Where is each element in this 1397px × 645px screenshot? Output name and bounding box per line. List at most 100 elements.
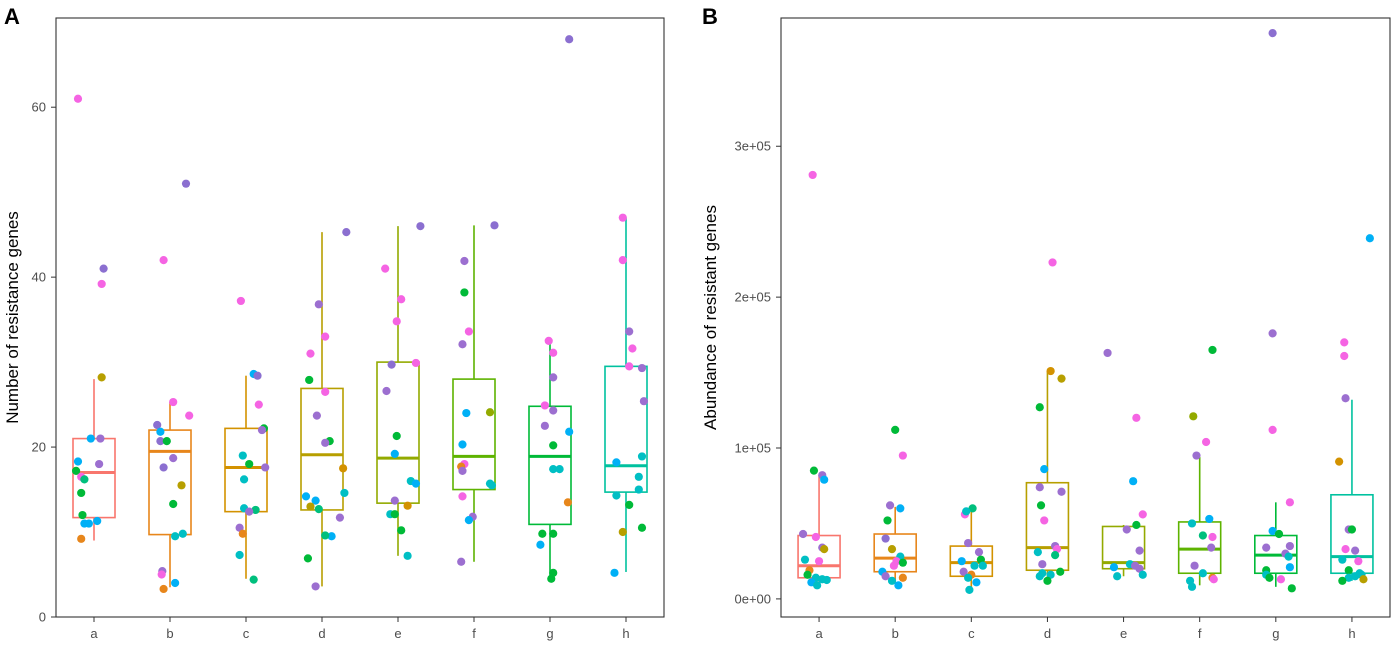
data-point [73,94,83,103]
data-point [1268,329,1277,338]
data-point [340,488,349,498]
y-axis-title: Abundance of resistant genes [701,205,720,430]
data-point [549,348,558,357]
x-tick-label: e [394,626,401,641]
data-point [1056,567,1065,576]
data-point [390,496,399,505]
data-point [1038,560,1047,569]
data-point [303,554,313,563]
data-point [898,451,907,460]
x-tick-label: d [1044,626,1051,641]
data-point [159,584,168,594]
data-point [458,466,467,475]
data-point [257,425,267,435]
data-point [1113,572,1122,581]
data-point [156,437,165,446]
data-point [462,408,471,418]
data-point [1040,516,1049,525]
data-point [460,256,469,266]
box-iqr [873,533,917,573]
data-point [306,349,315,358]
box-d [1025,371,1070,581]
data-point [460,288,469,297]
data-point [1285,563,1294,572]
data-point [959,567,968,576]
data-point [1351,572,1360,581]
data-point [625,362,634,371]
data-point [403,501,412,510]
data-point [547,574,556,583]
data-point [894,581,903,590]
box-iqr [1101,525,1146,570]
data-point [889,561,899,570]
data-point [881,534,890,543]
y-tick-label: 20 [32,440,46,455]
data-point [1135,564,1144,573]
data-point [634,472,643,481]
data-point [77,488,86,498]
data-point [416,222,425,231]
data-point [1287,584,1296,593]
data-point [1198,569,1207,578]
data-point [312,411,321,420]
data-point [159,256,168,265]
data-point [891,425,900,435]
data-point [1340,338,1349,347]
data-point [1338,555,1347,564]
data-point [245,459,254,469]
data-point [97,279,106,289]
data-point [314,504,323,514]
data-point [1103,348,1112,358]
data-point [887,576,897,585]
data-point [1138,570,1147,579]
x-tick-label: c [968,626,975,641]
data-point [618,527,627,537]
data-point [99,264,108,273]
data-point [1046,366,1055,376]
data-point [1285,541,1294,551]
data-point [628,344,637,353]
data-point [464,516,473,525]
data-point [538,529,547,538]
data-point [254,400,263,409]
box-iqr [452,378,496,491]
data-point [625,327,634,336]
data-point [555,465,564,474]
data-point [253,371,262,380]
data-point [549,529,558,538]
data-point [1033,548,1042,557]
data-point [798,529,808,539]
y-tick-label: 60 [32,100,46,115]
data-point [458,440,467,449]
data-point [314,300,323,309]
data-point [978,561,987,570]
data-point [95,459,104,469]
data-point [97,373,106,382]
data-point [1354,557,1363,566]
x-tick-label: b [892,626,899,641]
data-point [1135,546,1144,555]
data-point [458,492,467,501]
data-point [549,373,558,382]
data-point [162,437,171,446]
data-point [974,548,984,557]
data-point [1129,477,1138,486]
data-point [485,408,495,417]
data-point [964,538,973,548]
data-point [1208,345,1217,355]
data-point [1268,425,1277,435]
data-point [612,458,621,467]
data-point [1268,28,1277,38]
data-point [156,427,165,436]
data-point [1189,412,1198,421]
data-point [157,570,166,579]
box-h [604,217,648,572]
data-point [239,475,249,484]
data-point [390,449,399,458]
data-point [490,221,499,230]
y-tick-label: 0 [39,610,46,625]
data-point [169,397,178,407]
data-point [1035,572,1044,581]
data-point [171,532,180,541]
y-tick-label: 3e+05 [734,139,771,154]
